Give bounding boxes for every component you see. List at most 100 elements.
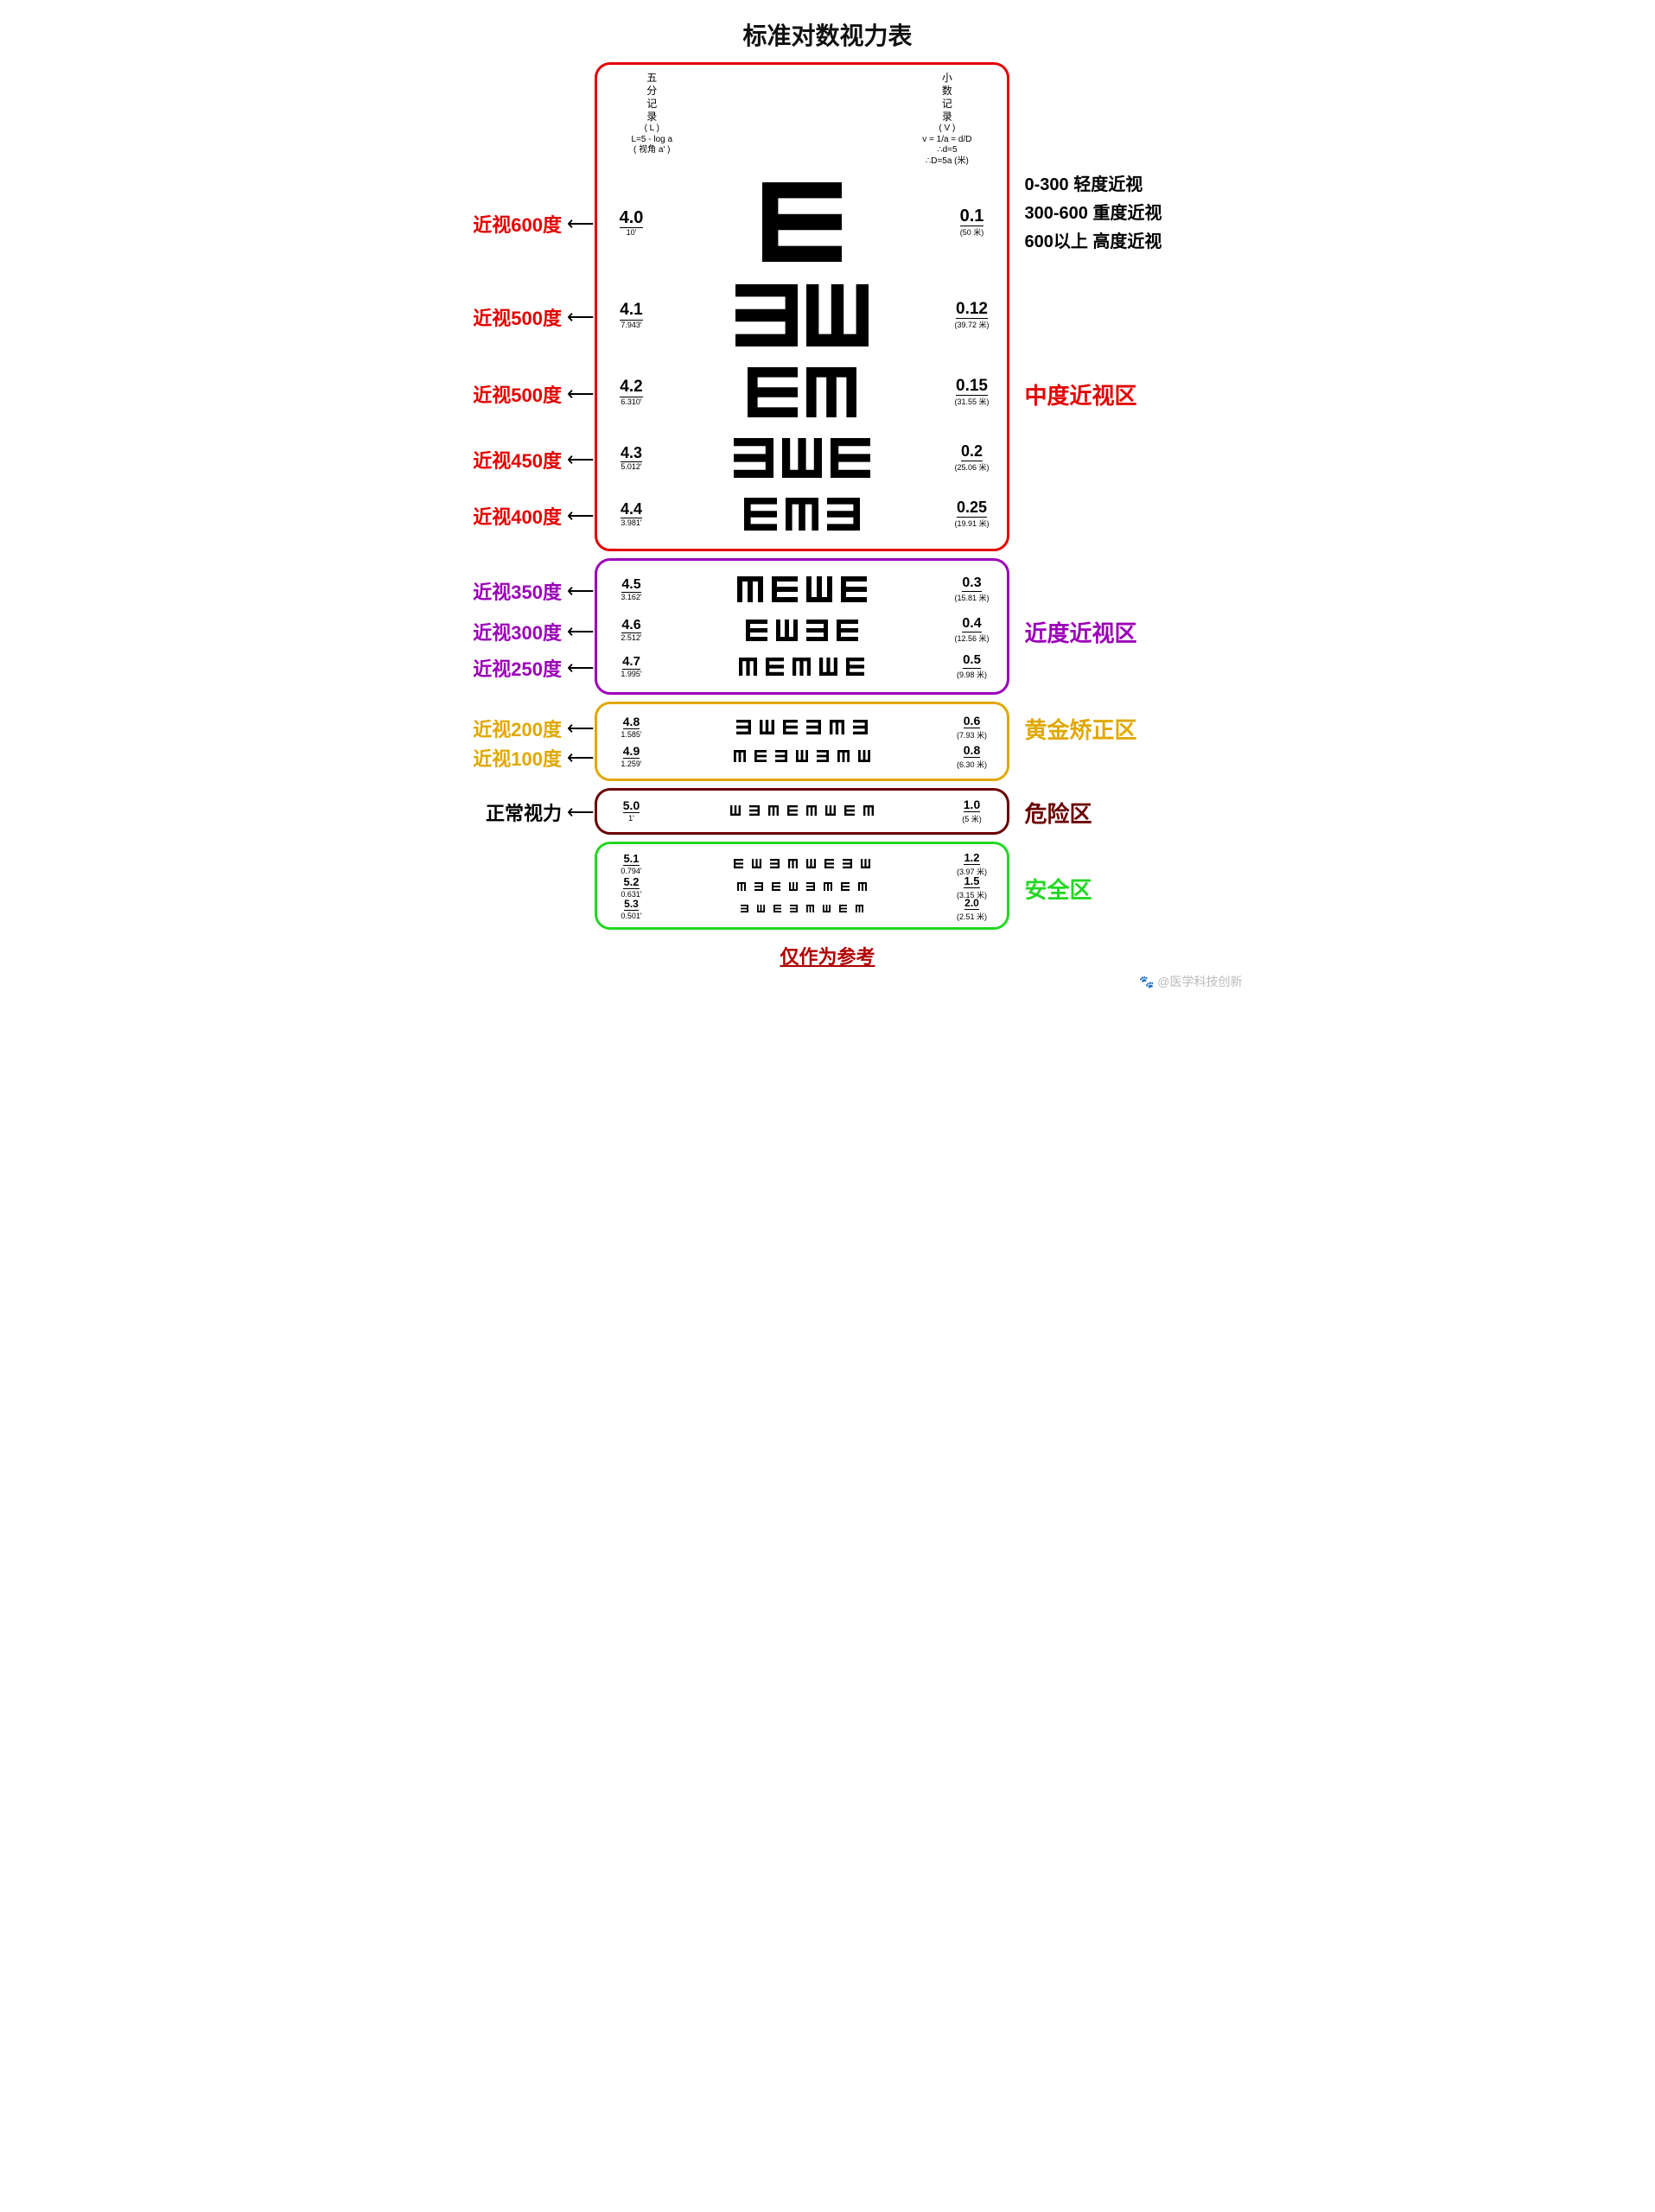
- e-glyph-row: [656, 576, 948, 602]
- e-glyph-d: [768, 805, 779, 816]
- right-column: 0-300 轻度近视300-600 重度近视600以上 高度近视中度近视区近度近…: [1009, 62, 1234, 937]
- e-glyph-u: [752, 859, 761, 868]
- arrow-icon: ⟵: [567, 306, 595, 328]
- five-point-value: 5.20.631': [608, 874, 656, 899]
- e-glyph-l: [770, 859, 780, 868]
- e-glyph-r: [772, 882, 780, 891]
- arrow-icon: ⟵: [567, 801, 595, 823]
- arrow-icon: ⟵: [567, 383, 595, 405]
- e-glyph-d: [734, 750, 746, 762]
- five-point-value: 4.17.943': [608, 302, 656, 329]
- five-point-value: 4.81.585': [608, 715, 656, 739]
- zone-label-golden: 黄金矫正区: [1025, 713, 1137, 745]
- arrow-icon: ⟵: [567, 717, 595, 740]
- e-glyph-u: [730, 805, 741, 816]
- e-glyph-u: [806, 859, 816, 868]
- e-glyph-u: [757, 905, 765, 912]
- five-point-value: 5.30.501': [608, 896, 656, 920]
- e-glyph-d: [739, 658, 757, 676]
- myopia-label: 近视100度⟵: [473, 744, 594, 772]
- chart-row: 5.10.794'1.2(3.97 米): [608, 851, 996, 875]
- decimal-value: 1.0(5 米): [948, 798, 996, 824]
- e-glyph-d: [788, 859, 798, 868]
- e-glyph-r: [844, 805, 855, 816]
- e-glyph-d: [806, 367, 856, 417]
- e-glyph-u: [825, 805, 836, 816]
- zone-mild: 4.53.162'0.3(15.81 米) 4.62.512' 0.4(12.56 …: [595, 558, 1009, 695]
- e-glyph-r: [837, 620, 858, 641]
- five-point-value: 4.43.981': [608, 501, 656, 528]
- e-glyph-l: [735, 284, 798, 346]
- e-glyph-row: [656, 284, 948, 346]
- e-glyph-row: [656, 367, 948, 417]
- zone-label-mild: 近度近视区: [1025, 616, 1137, 648]
- e-glyph-l: [749, 805, 760, 816]
- myopia-label: 近视400度⟵: [473, 502, 594, 530]
- e-glyph-r: [748, 367, 798, 417]
- e-glyph-l: [827, 498, 860, 531]
- e-glyph-r: [783, 720, 798, 734]
- e-glyph-l: [806, 882, 815, 891]
- e-glyph-d: [858, 882, 867, 891]
- legend-line: 600以上 高度近视: [1025, 227, 1162, 252]
- e-glyph-d: [786, 498, 818, 531]
- decimal-value: 0.1(50 米): [948, 207, 996, 238]
- e-glyph-l: [741, 905, 748, 912]
- myopia-label: 近视450度⟵: [473, 446, 594, 474]
- chart-row: 4.71.995'0.5(9.98 米): [608, 649, 996, 683]
- decimal-value: 0.4(12.56 米): [948, 616, 996, 644]
- e-glyph-d: [863, 805, 874, 816]
- chart-row: 4.53.162'0.3(15.81 米): [608, 568, 996, 611]
- chart-row: 4.91.259'0.8(6.30 米): [608, 742, 996, 770]
- left-column: 近视600度⟵近视500度⟵近视500度⟵近视450度⟵近视400度⟵近视350…: [413, 62, 595, 937]
- e-glyph-r: [831, 438, 870, 478]
- e-glyph-row: [656, 620, 948, 641]
- five-point-value: 4.91.259': [608, 744, 656, 768]
- e-glyph-r: [772, 576, 798, 602]
- e-glyph-u: [782, 438, 822, 478]
- arrow-icon: ⟵: [567, 505, 595, 527]
- chart-row: 4.26.310'0.15(31.55 米): [608, 357, 996, 428]
- e-glyph-d: [856, 905, 863, 912]
- e-glyph-r: [824, 859, 834, 868]
- five-point-value: 4.26.310': [608, 378, 656, 406]
- chart-row: 5.30.501'2.0(2.51 米): [608, 898, 996, 918]
- five-point-value: 5.10.794': [608, 851, 656, 875]
- e-glyph-row: [656, 438, 948, 478]
- e-glyph-u: [861, 859, 870, 868]
- e-glyph-r: [841, 882, 850, 891]
- e-glyph-l: [790, 905, 798, 912]
- e-glyph-l: [843, 859, 852, 868]
- myopia-label: 近视500度⟵: [473, 380, 594, 408]
- chart-row: 5.20.631'1.5(3.15 米): [608, 875, 996, 898]
- five-point-value: 4.62.512': [608, 618, 656, 643]
- e-glyph-u: [796, 750, 808, 762]
- legend-line: 300-600 重度近视: [1025, 199, 1162, 224]
- credit: 🐾 @医学科技创新: [413, 973, 1243, 990]
- chart-title: 标准对数视力表: [413, 17, 1243, 52]
- left-scale-header: 五分记录( L )L=5 - log a( 视角 a' ): [632, 72, 673, 167]
- decimal-value: 0.2(25.06 米): [948, 443, 996, 473]
- chart-row: 5.01'1.0(5 米): [608, 798, 996, 823]
- zone-golden: 4.81.585'0.6(7.93 米)4.91.259'0.8(6.30 米): [595, 702, 1009, 781]
- e-glyph-u: [806, 576, 832, 602]
- e-glyph-r: [754, 750, 767, 762]
- decimal-value: 0.12(39.72 米): [948, 301, 996, 331]
- e-glyph-l: [817, 750, 829, 762]
- e-glyph-d: [806, 905, 814, 912]
- decimal-value: 2.0(2.51 米): [948, 895, 996, 922]
- five-point-value: 4.010': [608, 208, 656, 237]
- legend-line: 0-300 轻度近视: [1025, 170, 1162, 195]
- zone-label-danger: 危险区: [1025, 797, 1092, 829]
- decimal-value: 0.3(15.81 米): [948, 575, 996, 603]
- myopia-label: 正常视力⟵: [486, 798, 595, 826]
- e-glyph-d: [737, 882, 746, 891]
- decimal-value: 0.5(9.98 米): [948, 652, 996, 680]
- e-glyph-u: [823, 905, 831, 912]
- e-glyph-d: [792, 658, 811, 676]
- e-glyph-r: [787, 805, 798, 816]
- five-point-value: 4.35.012': [608, 445, 656, 472]
- e-glyph-u: [760, 720, 774, 734]
- zone-column-headers: 五分记录( L )L=5 - log a( 视角 a' )小数记录( V )v …: [608, 72, 996, 170]
- e-glyph-l: [853, 720, 868, 734]
